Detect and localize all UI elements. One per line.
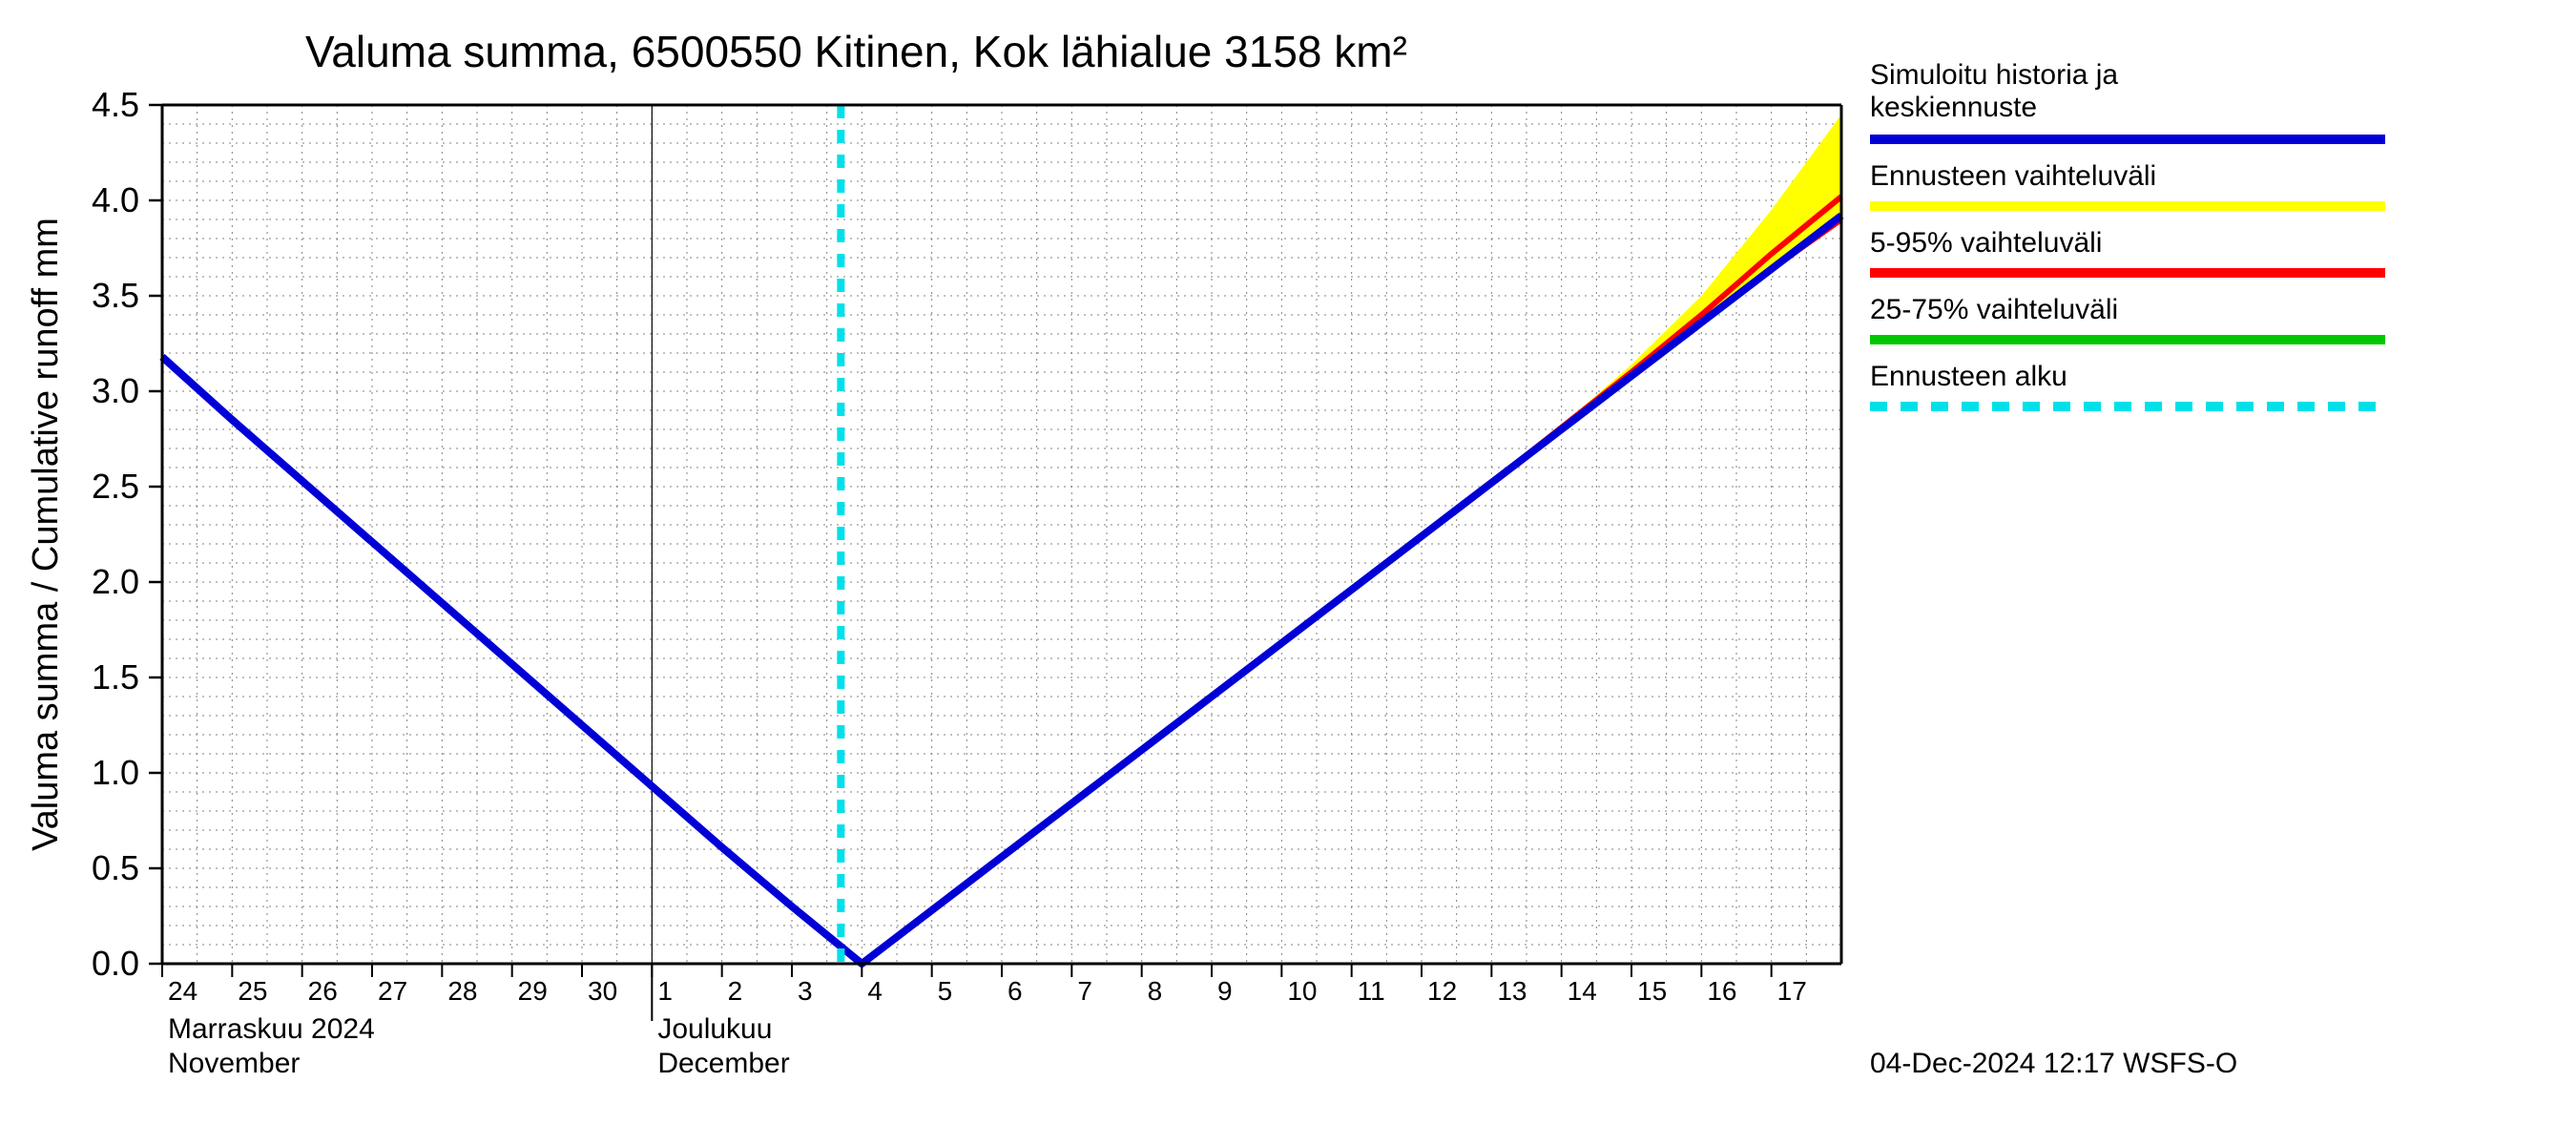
y-axis-title: Valuma summa / Cumulative runoff mm — [26, 218, 66, 851]
x-tick-label: 29 — [518, 976, 548, 1006]
x-tick-label: 26 — [308, 976, 338, 1006]
x-tick-label: 25 — [238, 976, 267, 1006]
y-tick-label: 0.5 — [92, 848, 139, 887]
y-tick-label: 4.5 — [92, 85, 139, 124]
y-tick-label: 1.0 — [92, 753, 139, 792]
x-tick-label: 13 — [1497, 976, 1527, 1006]
x-tick-label: 5 — [938, 976, 953, 1006]
band-25-75-lower — [162, 216, 1841, 964]
x-tick-label: 10 — [1287, 976, 1317, 1006]
grid — [162, 105, 1841, 1021]
x-month-label-1: Joulukuu — [657, 1013, 772, 1045]
x-tick-label: 8 — [1148, 976, 1163, 1006]
x-month-label-1: Marraskuu 2024 — [168, 1013, 375, 1045]
x-tick-label: 15 — [1637, 976, 1667, 1006]
runoff-chart: 0.00.51.01.52.02.53.03.54.04.52425262728… — [0, 0, 2576, 1145]
y-tick-label: 0.0 — [92, 944, 139, 983]
x-tick-label: 11 — [1358, 976, 1385, 1006]
y-tick-label: 3.5 — [92, 276, 139, 315]
x-month-label-2: November — [168, 1048, 300, 1079]
legend-label: 25-75% vaihteluväli — [1870, 294, 2118, 325]
x-tick-label: 7 — [1077, 976, 1092, 1006]
x-tick-label: 14 — [1568, 976, 1597, 1006]
x-tick-label: 28 — [447, 976, 477, 1006]
x-tick-label: 6 — [1008, 976, 1023, 1006]
x-month-label-2: December — [657, 1048, 789, 1079]
x-tick-label: 17 — [1777, 976, 1807, 1006]
chart-title: Valuma summa, 6500550 Kitinen, Kok lähia… — [305, 27, 1407, 76]
x-tick-label: 3 — [798, 976, 813, 1006]
x-tick-label: 24 — [168, 976, 197, 1006]
x-tick-label: 4 — [867, 976, 883, 1006]
y-tick-label: 3.0 — [92, 371, 139, 410]
x-tick-label: 9 — [1217, 976, 1233, 1006]
x-tick-label: 27 — [378, 976, 407, 1006]
legend-label: Simuloitu historia ja — [1870, 59, 2118, 91]
legend-label: 5-95% vaihteluväli — [1870, 227, 2102, 259]
x-tick-label: 16 — [1707, 976, 1736, 1006]
y-tick-label: 2.0 — [92, 562, 139, 601]
y-tick-label: 1.5 — [92, 657, 139, 697]
legend-label: keskiennuste — [1870, 92, 2037, 123]
x-tick-label: 2 — [728, 976, 743, 1006]
legend-label: Ennusteen alku — [1870, 361, 2067, 392]
main-series-line — [162, 216, 1841, 964]
y-tick-label: 2.5 — [92, 467, 139, 506]
band-25-75-upper — [162, 216, 1841, 964]
x-tick-label: 30 — [588, 976, 617, 1006]
timestamp: 04-Dec-2024 12:17 WSFS-O — [1870, 1048, 2237, 1079]
legend-label: Ennusteen vaihteluväli — [1870, 160, 2156, 192]
x-tick-label: 1 — [657, 976, 673, 1006]
y-tick-label: 4.0 — [92, 180, 139, 219]
chart-svg: 0.00.51.01.52.02.53.03.54.04.52425262728… — [0, 0, 2576, 1145]
x-tick-label: 12 — [1427, 976, 1457, 1006]
